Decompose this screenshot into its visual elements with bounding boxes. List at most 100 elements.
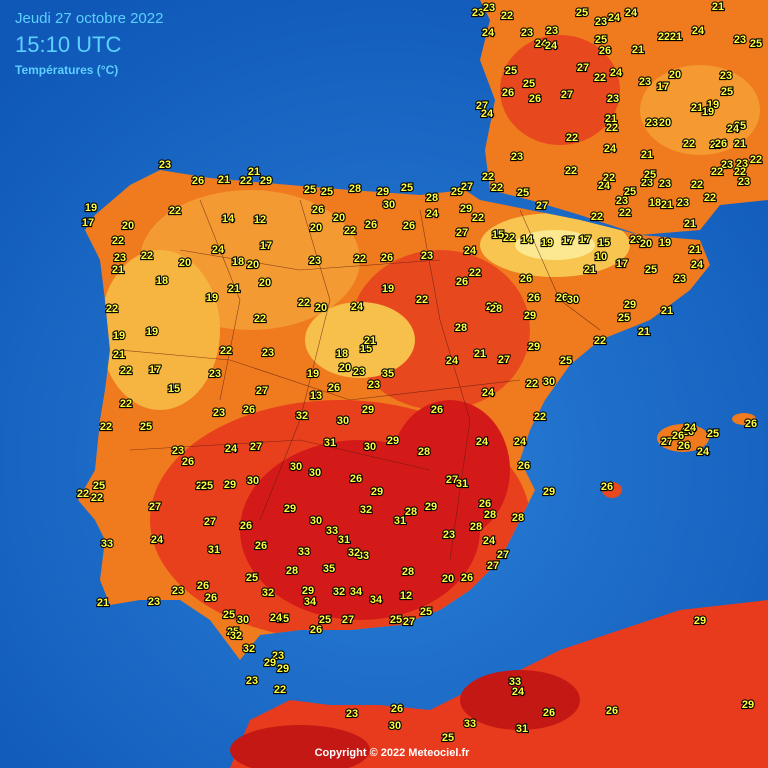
temperature: 24 <box>692 25 705 37</box>
temperature: 26 <box>678 440 690 452</box>
temperature: 32 <box>296 410 308 422</box>
cool-area <box>305 302 415 378</box>
temperature: 22 <box>240 175 252 187</box>
temperature: 22 <box>416 294 428 306</box>
temperature: 30 <box>543 376 555 388</box>
temperature: 21 <box>113 349 125 361</box>
temperature: 27 <box>461 181 473 193</box>
temperature: 22 <box>220 345 232 357</box>
temperature: 22 <box>501 10 513 22</box>
temperature: 31 <box>208 544 220 556</box>
temperature: 25 <box>750 38 762 50</box>
temperature: 33 <box>326 525 338 537</box>
temperature: 24 <box>545 40 558 52</box>
temperature: 23 <box>346 708 358 720</box>
temperature: 24 <box>212 244 225 256</box>
temperature: 18 <box>232 256 244 268</box>
temperature: 29 <box>387 435 399 447</box>
temperature: 25 <box>707 428 719 440</box>
temperature: 31 <box>456 478 468 490</box>
temperature: 27 <box>498 354 510 366</box>
temperature: 34 <box>304 596 317 608</box>
temperature: 23 <box>148 596 160 608</box>
temperature: 25 <box>246 572 258 584</box>
temperature: 32 <box>230 630 242 642</box>
temperature: 22 <box>77 488 89 500</box>
temperature: 22 <box>526 378 538 390</box>
temperature: 26 <box>529 93 541 105</box>
temperature: 26 <box>502 87 514 99</box>
temperature: 21 <box>734 138 746 150</box>
temperature: 20 <box>442 573 454 585</box>
temperature: 22 <box>91 492 103 504</box>
temperature: 26 <box>745 418 757 430</box>
temperature: 23 <box>172 445 184 457</box>
temperature: 27 <box>661 436 673 448</box>
temperature: 19 <box>307 368 319 380</box>
temperature: 24 <box>684 422 697 434</box>
island <box>602 482 622 498</box>
temperature: 22 <box>683 138 695 150</box>
temperature: 26 <box>479 498 491 510</box>
temperature: 26 <box>606 705 618 717</box>
temperature: 24 <box>426 208 439 220</box>
hot-area <box>230 725 370 768</box>
temperature: 22 <box>298 297 310 309</box>
temperature: 19 <box>659 237 671 249</box>
temperature: 26 <box>312 204 324 216</box>
temperature: 26 <box>431 404 443 416</box>
temperature: 23 <box>209 368 221 380</box>
temperature: 10 <box>595 251 607 263</box>
temperature: 14 <box>222 213 235 225</box>
temperature: 24 <box>727 123 740 135</box>
temperature: 22 <box>591 211 603 223</box>
temperature: 29 <box>224 479 236 491</box>
temperature: 24 <box>481 108 494 120</box>
temperature: 20 <box>339 362 351 374</box>
temperature: 23 <box>639 76 651 88</box>
temperature: 32 <box>360 504 372 516</box>
temperature: 23 <box>246 675 258 687</box>
temperature: 22 <box>354 253 366 265</box>
temperature: 30 <box>247 475 259 487</box>
temperature: 25 <box>319 614 331 626</box>
temperature: 21 <box>661 199 673 211</box>
temperature: 25 <box>576 7 588 19</box>
temperature: 23 <box>616 195 628 207</box>
temperature: 24 <box>604 143 617 155</box>
temperature: 24 <box>482 387 495 399</box>
temperature: 22 <box>534 411 546 423</box>
temperature: 15 <box>360 343 372 355</box>
temperature: 29 <box>264 657 276 669</box>
temperature: 24 <box>351 301 364 313</box>
temperature: 22 <box>120 365 132 377</box>
temperature: 24 <box>270 612 283 624</box>
temperature: 31 <box>394 515 406 527</box>
temperature: 26 <box>365 219 377 231</box>
temperature: 28 <box>405 506 417 518</box>
temperature: 14 <box>521 234 534 246</box>
temperature: 26 <box>197 580 209 592</box>
temperature: 26 <box>243 404 255 416</box>
warm-area <box>350 250 530 410</box>
temperature: 18 <box>156 275 168 287</box>
temperature: 35 <box>323 563 335 575</box>
temperature: 26 <box>520 273 532 285</box>
temperature: 24 <box>691 259 704 271</box>
temperature: 21 <box>112 264 124 276</box>
temperature: 29 <box>371 486 383 498</box>
temperature: 17 <box>616 258 628 270</box>
temperature: 27 <box>456 227 468 239</box>
temperature: 26 <box>403 220 415 232</box>
temperature: 22 <box>486 301 498 313</box>
temperature: 29 <box>277 663 289 675</box>
temperature: 33 <box>509 676 521 688</box>
temperature: 31 <box>324 437 336 449</box>
temperature: 23 <box>159 159 171 171</box>
temperature: 25 <box>595 34 607 46</box>
temperature: 27 <box>487 560 499 572</box>
temperature: 20 <box>315 302 327 314</box>
temperature: 27 <box>497 549 509 561</box>
